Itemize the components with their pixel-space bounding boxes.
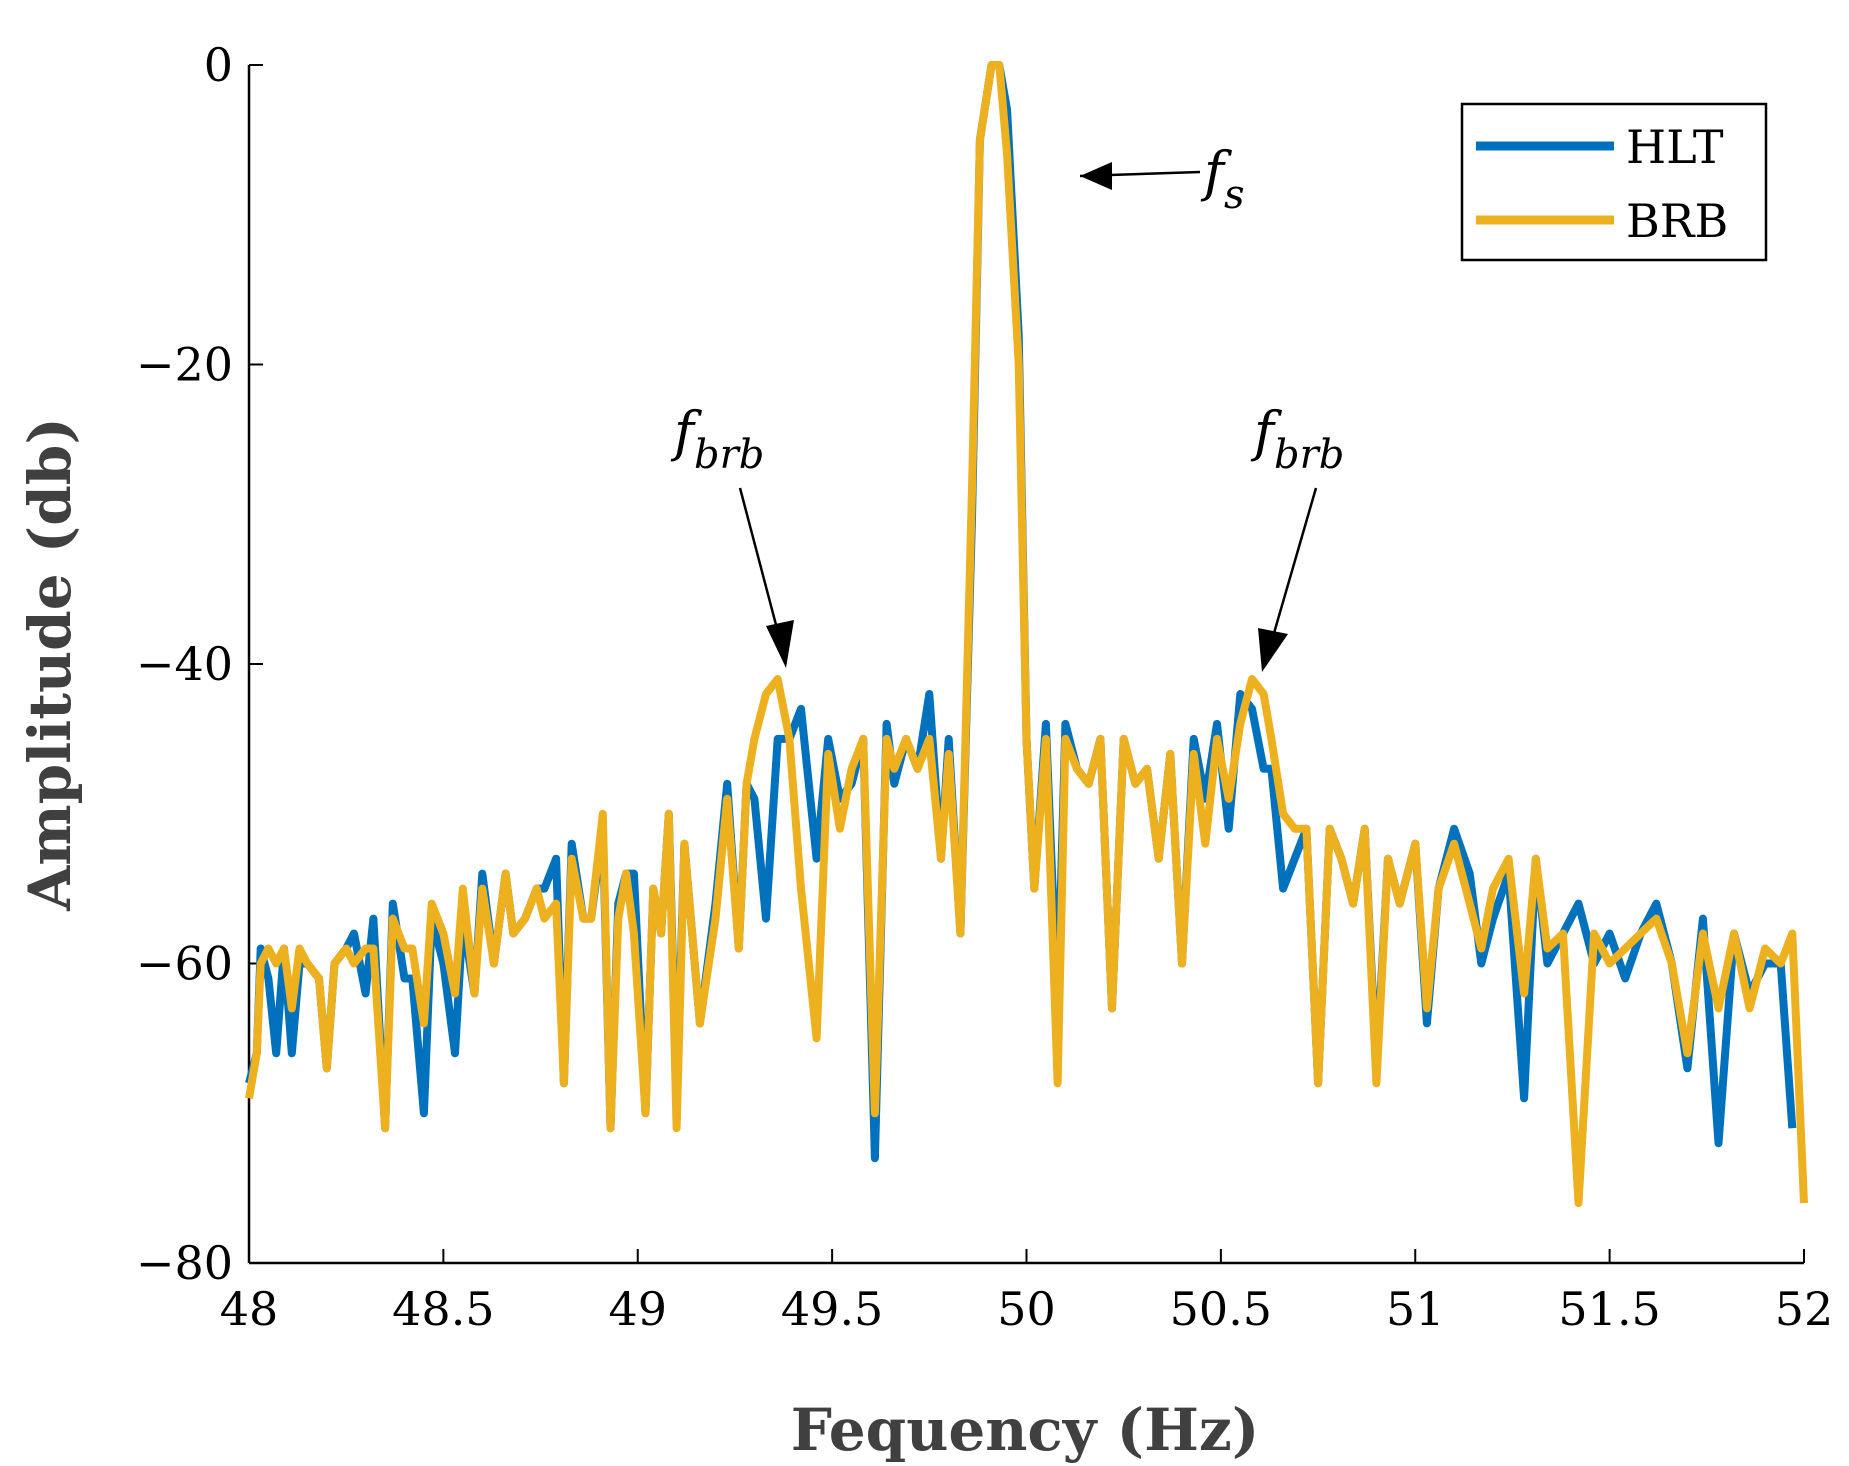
annotation-fbrb-left-arrowhead xyxy=(766,620,794,668)
y-tick-label: −80 xyxy=(136,1236,233,1290)
x-tick-label: 51 xyxy=(1386,1282,1445,1336)
axis-ticks: 48 48.5 49 49.5 50 50.5 51 51.5 52 0 −20 −40 −60 −80 xyxy=(136,38,1833,1336)
legend-box xyxy=(1460,102,1768,262)
y-tick-label: 0 xyxy=(204,38,233,92)
y-tick-label: −20 xyxy=(136,338,233,392)
x-tick-label: 51.5 xyxy=(1558,1282,1660,1336)
x-tick-label: 52 xyxy=(1775,1282,1834,1336)
x-tick-label: 48 xyxy=(220,1282,279,1336)
annotation-fbrb-left: fbrb xyxy=(670,400,794,668)
series-lines xyxy=(245,61,1808,1208)
y-tick-label: −40 xyxy=(136,637,233,691)
annotation-fs: fs xyxy=(1079,140,1245,218)
annotation-fs-label: fs xyxy=(1200,140,1245,218)
legend: HLT BRB xyxy=(1460,102,1768,262)
legend-label-brb: BRB xyxy=(1626,194,1728,248)
legend-label-hlt: HLT xyxy=(1626,120,1724,174)
annotation-fbrb-left-arrow xyxy=(738,487,782,641)
x-tick-label: 50.5 xyxy=(1170,1282,1272,1336)
x-tick-label: 49.5 xyxy=(781,1282,883,1336)
series-line-brb xyxy=(245,61,1808,1208)
y-tick-label: −60 xyxy=(136,937,233,991)
x-tick-label: 50 xyxy=(997,1282,1056,1336)
x-axis-label: Fequency (Hz) xyxy=(791,1396,1260,1464)
annotation-fbrb-right-arrow xyxy=(1270,487,1318,641)
annotation-fbrb-right-label: fbrb xyxy=(1250,400,1344,478)
annotation-fbrb-right: fbrb xyxy=(1250,400,1344,672)
annotation-fs-arrowhead xyxy=(1080,162,1112,190)
x-tick-label: 49 xyxy=(608,1282,667,1336)
y-axis-label: Amplitude (db) xyxy=(16,417,84,912)
annotation-fbrb-left-label: fbrb xyxy=(670,400,764,478)
annotation-fbrb-right-arrowhead xyxy=(1258,628,1288,672)
x-tick-label: 48.5 xyxy=(392,1282,494,1336)
